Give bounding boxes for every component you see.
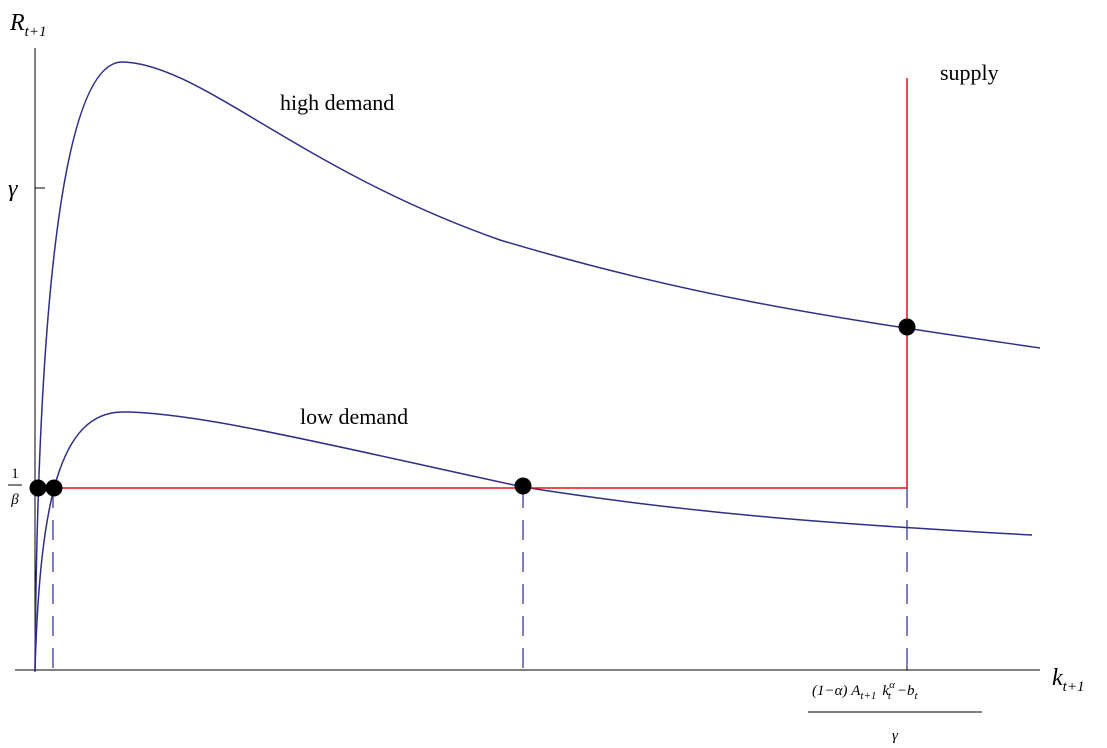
equilibrium-point bbox=[514, 477, 532, 495]
equilibrium-point bbox=[45, 479, 63, 497]
supply-curve bbox=[35, 78, 908, 489]
equilibrium-point bbox=[898, 318, 916, 336]
curve-label: supply bbox=[940, 60, 999, 85]
curve-label: low demand bbox=[300, 404, 408, 429]
y-axis-label: Rt+1 bbox=[9, 10, 46, 40]
high-demand-curve bbox=[34, 61, 1041, 671]
x-axis-label: kt+1 bbox=[1052, 665, 1084, 695]
y-tick-label: β bbox=[10, 492, 19, 508]
curve-label: high demand bbox=[280, 90, 394, 115]
y-tick-label: γ bbox=[8, 176, 18, 202]
equilibrium-point bbox=[29, 479, 47, 497]
y-tick-label: 1 bbox=[11, 466, 19, 482]
x-tick-label: (1−α) At+1 kα t −bt bbox=[812, 679, 919, 702]
x-tick-label: γ bbox=[892, 728, 899, 744]
low-demand-curve bbox=[34, 411, 1033, 671]
